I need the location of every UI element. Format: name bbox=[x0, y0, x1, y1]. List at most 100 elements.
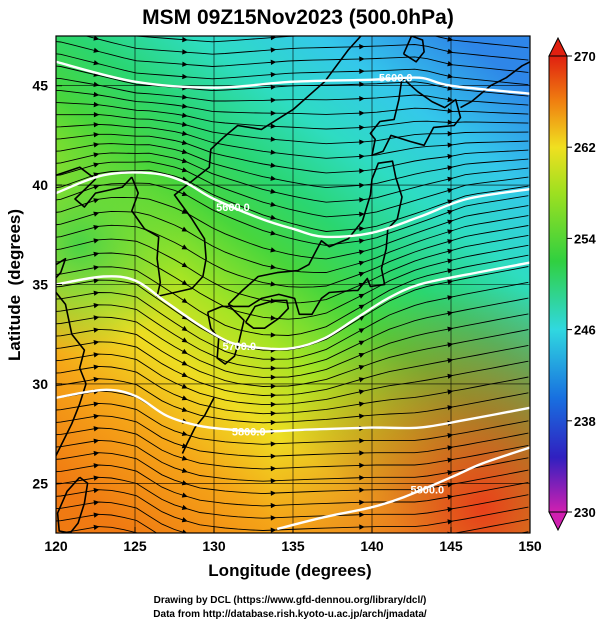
streamline-arrow bbox=[358, 328, 365, 334]
streamline-arrow bbox=[93, 184, 100, 190]
streamline-arrow bbox=[93, 315, 100, 321]
streamline-arrow bbox=[447, 36, 454, 42]
streamline-arrow bbox=[93, 364, 100, 370]
streamline-arrow bbox=[181, 130, 188, 137]
streamline-arrow bbox=[182, 579, 187, 583]
streamline-arrow bbox=[270, 281, 277, 287]
streamline-arrow bbox=[93, 463, 100, 469]
streamline-arrow bbox=[181, 504, 188, 510]
streamline-arrow bbox=[448, 581, 453, 585]
x-axis-ticks: 120 125 130 135 140 145 150 bbox=[44, 527, 542, 554]
streamline-arrow bbox=[181, 112, 188, 118]
coastline-china-south bbox=[56, 257, 87, 456]
y-tick-label: 30 bbox=[32, 376, 48, 392]
streamline-arrow bbox=[448, 569, 453, 573]
streamline-arrow bbox=[270, 72, 277, 78]
streamline-arrow bbox=[359, 168, 365, 174]
streamline-arrow bbox=[447, 519, 454, 525]
streamline-arrow bbox=[447, 96, 454, 103]
streamline-arrow bbox=[181, 372, 188, 377]
streamline-arrow bbox=[447, 229, 454, 235]
streamline-arrow bbox=[359, 512, 365, 518]
streamline-arrow bbox=[358, 304, 365, 310]
streamline-arrow bbox=[270, 247, 277, 253]
streamline-arrow bbox=[270, 465, 277, 472]
contour-line bbox=[276, 446, 530, 531]
streamline bbox=[56, 501, 529, 533]
streamline-arrow bbox=[93, 211, 100, 217]
x-tick-label: 150 bbox=[518, 538, 542, 554]
streamline-arrow bbox=[93, 198, 100, 204]
y-tick-label: 45 bbox=[32, 78, 48, 94]
streamline-arrow bbox=[359, 68, 365, 74]
coastline-russia-coast bbox=[222, 36, 362, 139]
streamline bbox=[56, 513, 529, 533]
streamline-arrow bbox=[270, 392, 277, 398]
streamline-arrow bbox=[447, 457, 454, 463]
streamline-arrow bbox=[447, 326, 454, 332]
credit-data: Data from http://database.rish.kyoto-u.a… bbox=[153, 609, 427, 620]
streamline-arrow bbox=[181, 226, 188, 232]
streamline-arrow bbox=[359, 499, 365, 506]
streamline-arrow bbox=[181, 430, 188, 436]
streamline-arrow bbox=[93, 132, 100, 138]
streamline-arrow bbox=[358, 260, 365, 266]
streamline-arrow bbox=[181, 467, 188, 473]
streamline-arrow bbox=[93, 101, 100, 108]
streamline-arrow bbox=[359, 139, 365, 145]
height-contours bbox=[56, 60, 530, 531]
streamline-arrow bbox=[182, 567, 187, 571]
streamline-arrow bbox=[270, 84, 277, 90]
streamline-arrow bbox=[447, 188, 454, 194]
streamline-arrow bbox=[270, 527, 277, 533]
plot-area: 5600.0 5600.0 5700.0 5800.0 5800.0 bbox=[56, 24, 530, 585]
streamline-arrow bbox=[270, 419, 277, 426]
streamline-arrow bbox=[270, 410, 277, 417]
contour-label: 5800.0 bbox=[410, 484, 444, 496]
streamline-arrow bbox=[93, 401, 100, 407]
streamline-arrow bbox=[447, 342, 454, 348]
streamline-arrow bbox=[270, 188, 277, 194]
streamline-arrow bbox=[181, 297, 188, 304]
streamline-arrow bbox=[270, 401, 277, 408]
streamline-arrow bbox=[447, 153, 454, 160]
streamline-arrow bbox=[270, 374, 277, 380]
streamline-arrow bbox=[181, 395, 188, 401]
streamline-arrow bbox=[359, 226, 365, 232]
streamline-arrow bbox=[358, 340, 365, 346]
streamline-arrow bbox=[181, 360, 188, 366]
streamline-arrow bbox=[358, 293, 365, 299]
streamline-arrow bbox=[270, 315, 277, 321]
streamline-arrow bbox=[447, 85, 454, 91]
x-tick-label: 125 bbox=[123, 538, 147, 554]
streamline-arrow bbox=[181, 208, 188, 214]
streamline-arrow bbox=[270, 97, 277, 103]
streamline-arrow bbox=[447, 176, 454, 182]
colorbar-tick-label: 262 bbox=[574, 140, 596, 155]
contour-label: 5600.0 bbox=[216, 202, 250, 214]
streamline-arrow bbox=[271, 553, 276, 557]
streamline-arrow bbox=[93, 47, 100, 53]
streamline-arrow bbox=[181, 480, 188, 486]
streamline-arrow bbox=[358, 377, 365, 383]
streamline-arrow bbox=[359, 438, 365, 444]
streamline-arrow bbox=[181, 149, 188, 155]
chart-title: MSM 09Z15Nov2023 (500.0hPa) bbox=[142, 6, 454, 29]
streamline-arrow bbox=[181, 325, 188, 332]
colorbar-gradient bbox=[548, 55, 568, 513]
x-tick-label: 120 bbox=[44, 538, 68, 554]
streamline-arrow bbox=[93, 426, 100, 432]
colorbar-tick-label: 238 bbox=[574, 414, 596, 429]
streamline-arrow bbox=[93, 172, 100, 178]
streamline-arrow bbox=[359, 96, 365, 102]
streamline-arrow bbox=[93, 302, 100, 309]
streamline-arrow bbox=[181, 517, 188, 523]
coastline-hokkaido bbox=[369, 76, 462, 157]
streamline-arrow bbox=[94, 24, 99, 28]
streamline-arrow bbox=[447, 310, 454, 317]
streamline-arrow bbox=[359, 211, 365, 217]
streamline-arrow bbox=[182, 94, 188, 100]
streamline-arrow bbox=[93, 142, 100, 148]
streamline-arrow bbox=[359, 182, 365, 189]
